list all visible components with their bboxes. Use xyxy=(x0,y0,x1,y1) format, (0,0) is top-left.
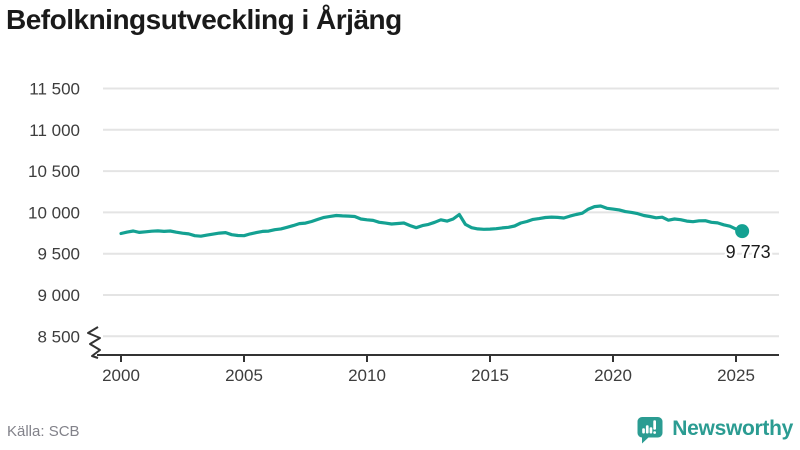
x-tick-label: 2025 xyxy=(717,366,755,385)
y-tick-label: 9 500 xyxy=(37,245,80,264)
y-tick-label: 9 000 xyxy=(37,286,80,305)
axis-break-squiggle xyxy=(87,326,101,359)
end-point-dot xyxy=(735,224,750,239)
x-tick-label: 2005 xyxy=(225,366,263,385)
newsworthy-logo[interactable]: Newsworthy xyxy=(635,414,793,444)
newsworthy-wordmark: Newsworthy xyxy=(672,417,793,440)
y-tick-label: 11 500 xyxy=(29,80,80,99)
x-tick-label: 2020 xyxy=(594,366,632,385)
x-tick-label: 2015 xyxy=(471,366,509,385)
population-series-line xyxy=(119,204,744,238)
end-value-label: 9 773 xyxy=(726,242,771,262)
y-tick-label: 8 500 xyxy=(37,327,80,346)
source-label: Källa: SCB xyxy=(7,423,80,440)
y-tick-label: 11 000 xyxy=(29,121,80,140)
newsworthy-icon xyxy=(637,417,663,444)
chart-title: Befolkningsutveckling i Årjäng xyxy=(6,4,402,35)
x-tick-label: 2010 xyxy=(348,366,386,385)
x-tick-label: 2000 xyxy=(102,366,140,385)
y-tick-label: 10 500 xyxy=(28,162,80,181)
y-tick-label: 10 000 xyxy=(28,203,80,222)
